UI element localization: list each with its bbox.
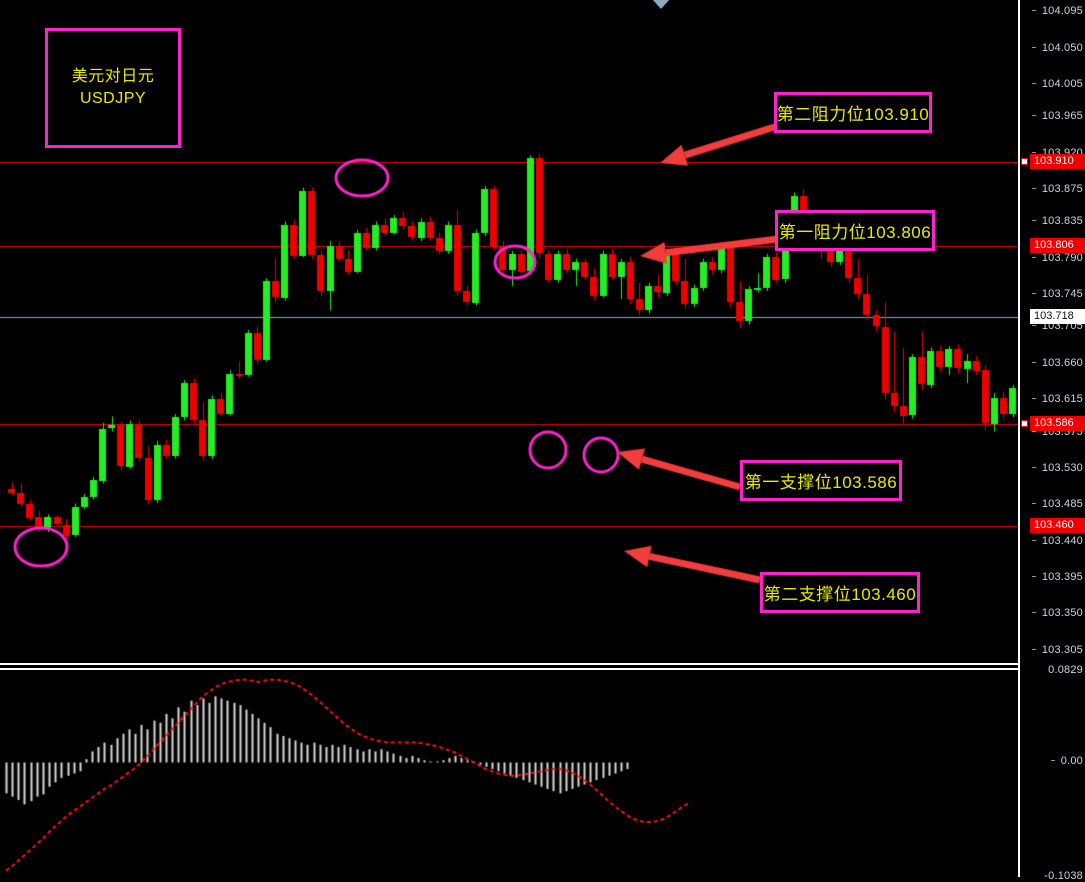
price-tick-value: 104.095 <box>1041 5 1083 18</box>
price-tick-label: 103.440 <box>1031 534 1083 547</box>
annotation-label: 第一阻力位103.806 <box>778 223 932 242</box>
price-badge-badge-support-2[interactable]: 103.460 <box>1030 518 1085 534</box>
price-tick-label: 103.615 <box>1031 393 1083 406</box>
chart-top-marker-icon <box>653 0 669 9</box>
annotation-label: 第二阻力位103.910 <box>776 105 930 124</box>
annotation-note-resistance-2: 第二阻力位103.910 <box>774 92 932 133</box>
tick-dash-icon <box>1050 760 1055 762</box>
tick-dash-icon <box>1031 576 1036 578</box>
axis-vertical-rule <box>1018 0 1020 877</box>
annotation-note-resistance-1: 第一阻力位103.806 <box>775 210 935 251</box>
price-tick-value: 103.350 <box>1041 607 1083 620</box>
price-tick-label: 103.305 <box>1031 643 1083 656</box>
tick-dash-icon <box>1031 325 1036 327</box>
tick-dash-icon <box>1031 648 1036 650</box>
macd-tick-value: 0.00 <box>1060 755 1083 768</box>
price-tick-value: 103.835 <box>1041 215 1083 228</box>
annotation-label: 第一支撑位103.586 <box>744 473 898 492</box>
price-tick-value: 103.395 <box>1041 571 1083 584</box>
price-tick-value: 104.050 <box>1041 41 1083 54</box>
tick-dash-icon <box>1031 256 1036 258</box>
price-tick-value: 103.530 <box>1041 461 1083 474</box>
macd-tick-label: -0.1038 <box>1044 871 1083 882</box>
price-tick-value: 103.920 <box>1041 146 1083 159</box>
tick-dash-icon <box>1031 612 1036 614</box>
price-tick-value: 103.875 <box>1041 183 1083 195</box>
tick-dash-icon <box>1031 10 1036 12</box>
price-tick-value: 103.440 <box>1041 534 1083 547</box>
price-tick-label: 103.660 <box>1031 356 1083 369</box>
price-tick-value: 103.965 <box>1041 110 1083 123</box>
price-tick-value: 103.575 <box>1041 425 1083 438</box>
panel-divider-top <box>0 663 1018 665</box>
price-badge-badge-resistance-1[interactable]: 103.806 <box>1030 238 1085 254</box>
price-tick-value: 103.745 <box>1041 288 1083 301</box>
price-tick-label: 103.920 <box>1031 146 1083 159</box>
price-tick-value: 103.705 <box>1041 320 1083 333</box>
tick-dash-icon <box>1031 539 1036 541</box>
price-tick-label: 103.875 <box>1031 183 1083 195</box>
price-tick-label: 104.095 <box>1031 5 1083 18</box>
tick-dash-icon <box>1031 293 1036 295</box>
tick-dash-icon <box>1031 361 1036 363</box>
annotation-label: 第二支撑位103.460 <box>763 585 917 604</box>
price-tick-label: 103.530 <box>1031 461 1083 474</box>
macd-tick-value: 0.0829 <box>1048 664 1083 676</box>
tick-dash-icon <box>1031 188 1036 189</box>
price-tick-label: 103.745 <box>1031 288 1083 301</box>
tick-dash-icon <box>1031 115 1036 117</box>
price-tick-label: 104.050 <box>1031 41 1083 54</box>
price-badge-badge-resistance-2[interactable]: 103.910 <box>1030 154 1085 170</box>
tick-dash-icon <box>1031 82 1036 84</box>
macd-indicator-panel[interactable] <box>0 671 1018 877</box>
macd-tick-value: -0.1038 <box>1044 870 1083 882</box>
price-tick-label: 103.395 <box>1031 571 1083 584</box>
price-badge-badge-current[interactable]: 103.718 <box>1030 309 1085 325</box>
price-tick-value: 103.615 <box>1041 393 1083 406</box>
panel-divider-bottom <box>0 668 1018 670</box>
symbol-title-cn: 美元对日元 <box>71 68 155 85</box>
price-tick-label: 103.835 <box>1031 215 1083 228</box>
tick-dash-icon <box>1031 46 1036 48</box>
symbol-title-box: 美元对日元 USDJPY <box>45 28 181 148</box>
price-tick-label: 103.350 <box>1031 607 1083 620</box>
tick-dash-icon <box>1031 220 1036 222</box>
price-axis[interactable]: 104.095 104.050 104.005 103.965 103.920 103.8… <box>1018 0 1085 882</box>
price-tick-value: 103.305 <box>1041 643 1083 656</box>
price-tick-value: 103.660 <box>1041 356 1083 369</box>
annotation-note-support-2: 第二支撑位103.460 <box>760 572 920 613</box>
symbol-title-code: USDJPY <box>79 90 147 107</box>
price-tick-label: 103.485 <box>1031 498 1083 511</box>
price-tick-value: 103.485 <box>1041 498 1083 511</box>
level-handle-marker[interactable] <box>1021 158 1028 166</box>
price-tick-label: 103.705 <box>1031 320 1083 333</box>
tick-dash-icon <box>1031 151 1036 153</box>
price-tick-label: 103.790 <box>1031 251 1083 264</box>
macd-tick-label: 0.0829 <box>1048 665 1083 676</box>
price-tick-value: 103.790 <box>1041 251 1083 264</box>
tick-dash-icon <box>1031 503 1036 505</box>
price-tick-value: 104.005 <box>1041 77 1083 90</box>
annotation-note-support-1: 第一支撑位103.586 <box>740 460 902 501</box>
tick-dash-icon <box>1031 466 1036 468</box>
level-handle-marker[interactable] <box>1021 420 1028 428</box>
macd-canvas[interactable] <box>0 671 1018 877</box>
price-tick-label: 103.965 <box>1031 110 1083 123</box>
tick-dash-icon <box>1031 398 1036 400</box>
macd-tick-label: 0.00 <box>1050 755 1083 768</box>
price-badge-badge-support-1[interactable]: 103.586 <box>1030 416 1085 432</box>
price-tick-label: 104.005 <box>1031 77 1083 90</box>
